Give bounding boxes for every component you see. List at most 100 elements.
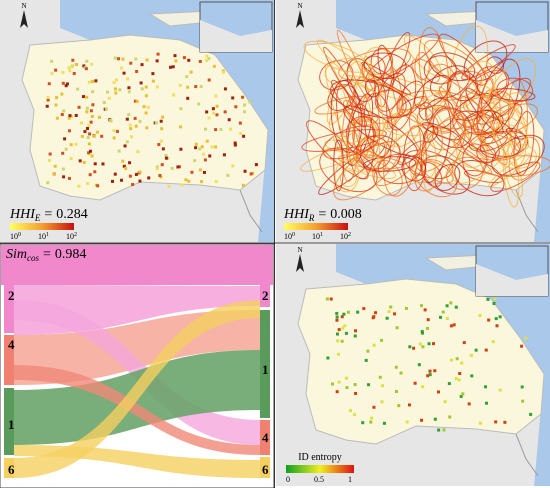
map-base xyxy=(0,0,274,242)
node-label: 1 xyxy=(262,362,269,377)
cell xyxy=(233,141,237,145)
cell xyxy=(87,151,91,155)
route xyxy=(491,134,545,176)
cell xyxy=(171,65,175,69)
cell xyxy=(249,172,253,176)
cell xyxy=(138,179,142,183)
colorbar-tick-label: 102 xyxy=(340,232,351,241)
cell xyxy=(86,127,90,131)
cell xyxy=(380,384,384,388)
route xyxy=(432,107,473,149)
cell xyxy=(85,95,89,99)
cell xyxy=(413,381,417,385)
cell xyxy=(113,172,117,176)
cell xyxy=(138,119,142,123)
cell xyxy=(154,121,158,125)
cell xyxy=(242,134,246,138)
cell xyxy=(356,310,360,314)
cell xyxy=(147,176,151,180)
route xyxy=(303,40,370,73)
route xyxy=(343,105,418,157)
cell xyxy=(46,98,50,102)
cell xyxy=(77,105,81,109)
cell xyxy=(187,58,191,62)
cell xyxy=(88,173,92,177)
cell xyxy=(354,391,358,395)
cell xyxy=(492,302,496,306)
cell xyxy=(417,363,421,367)
node xyxy=(4,335,14,385)
cell xyxy=(521,399,525,403)
cell xyxy=(484,401,488,405)
cell xyxy=(493,297,497,301)
cell xyxy=(461,392,465,396)
cell xyxy=(128,174,132,178)
cell xyxy=(129,61,133,65)
cell xyxy=(447,382,451,386)
cell xyxy=(449,324,453,328)
cell xyxy=(427,342,431,346)
cell xyxy=(89,109,93,113)
cell xyxy=(61,81,65,85)
cell xyxy=(426,318,430,322)
cell xyxy=(455,357,459,361)
colorbar xyxy=(286,465,354,473)
cell xyxy=(341,326,345,330)
cell xyxy=(418,342,422,346)
tick-base: 10 xyxy=(340,232,348,241)
cell xyxy=(186,96,190,100)
cell xyxy=(412,346,416,350)
equation: HHIR = 0.008 xyxy=(283,207,362,223)
cell xyxy=(138,170,142,174)
cell xyxy=(428,369,432,373)
cell xyxy=(335,311,339,315)
cell xyxy=(61,70,65,74)
cell xyxy=(115,78,119,82)
cell xyxy=(419,304,423,308)
cell xyxy=(221,70,225,74)
cell xyxy=(176,165,180,169)
cell xyxy=(169,65,173,69)
node xyxy=(4,285,14,333)
cell xyxy=(179,125,183,129)
cell xyxy=(100,134,104,138)
cell xyxy=(495,324,499,328)
cell xyxy=(340,339,344,343)
route xyxy=(421,122,460,141)
cell xyxy=(399,371,403,375)
tick-base: 10 xyxy=(66,232,74,241)
cell xyxy=(93,162,97,166)
cell xyxy=(469,353,473,357)
colorbar-tick-label: 100 xyxy=(284,232,295,241)
cell xyxy=(139,81,143,85)
route xyxy=(339,169,357,188)
cell xyxy=(326,356,330,360)
cell xyxy=(211,111,215,115)
node-label: 1 xyxy=(8,417,15,432)
cell xyxy=(60,113,64,117)
cell xyxy=(369,420,373,424)
colorbar-tick-label: 100 xyxy=(10,232,21,241)
route-lines xyxy=(300,25,550,208)
cell xyxy=(185,75,189,79)
cell xyxy=(160,163,164,167)
cell xyxy=(202,170,206,174)
cell xyxy=(428,373,432,377)
cell xyxy=(133,116,137,120)
cell xyxy=(238,121,242,125)
cell xyxy=(46,181,50,185)
colorbar-tick-label: 0 xyxy=(286,475,290,484)
cell xyxy=(459,394,463,398)
route xyxy=(414,75,452,110)
cell xyxy=(112,136,116,140)
cell xyxy=(179,147,183,151)
cell xyxy=(478,421,482,425)
cell xyxy=(89,120,93,124)
cell xyxy=(420,330,424,334)
cell xyxy=(210,145,214,149)
cell xyxy=(529,412,533,416)
cell xyxy=(223,110,227,114)
cell xyxy=(173,54,177,58)
colorbar-tick-label: 101 xyxy=(312,232,323,241)
cell xyxy=(159,175,163,179)
